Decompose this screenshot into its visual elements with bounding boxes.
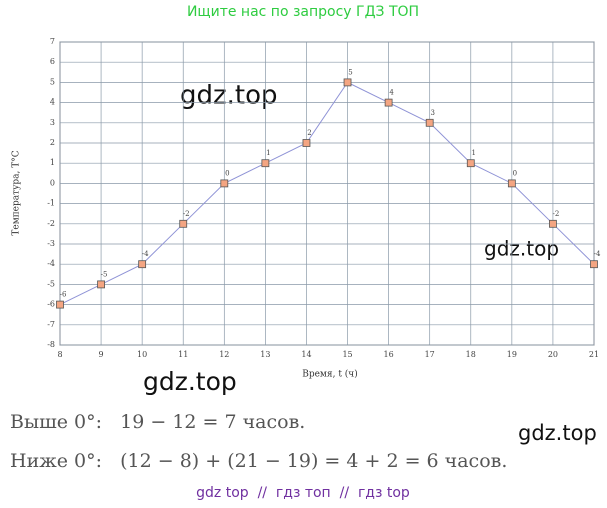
marker — [343, 78, 352, 87]
marker — [590, 260, 598, 269]
y-tick-label: 4 — [50, 98, 55, 107]
y-axis-label: Температура, T°C — [12, 150, 22, 235]
marker — [179, 219, 188, 228]
data-label: -6 — [60, 291, 67, 299]
data-label: 1 — [266, 149, 270, 157]
marker — [138, 260, 147, 269]
marker — [549, 219, 557, 228]
x-tick-label: 18 — [466, 350, 476, 359]
y-tick-label: 3 — [50, 118, 55, 127]
data-label: 0 — [225, 169, 229, 177]
x-tick-label: 21 — [589, 350, 599, 359]
watermark: gdz.top — [143, 367, 237, 396]
y-tick-label: 7 — [50, 37, 55, 46]
x-tick-label: 16 — [384, 350, 394, 359]
data-label: -4 — [142, 250, 149, 258]
x-tick-label: 14 — [301, 350, 311, 359]
x-tick-label: 17 — [425, 350, 435, 359]
y-tick-label: -3 — [47, 239, 55, 248]
data-label: 0 — [513, 169, 517, 177]
marker — [97, 280, 105, 289]
watermark: gdz.top — [484, 237, 559, 261]
y-tick-label: -6 — [47, 300, 55, 309]
y-tick-label: -8 — [47, 340, 55, 349]
x-tick-label: 20 — [548, 350, 558, 359]
marker — [261, 159, 270, 168]
footer: gdz top // гдз топ // гдз top — [196, 485, 410, 501]
x-tick-label: 15 — [342, 350, 352, 359]
marker — [466, 159, 475, 168]
x-axis-label: Время, t (ч) — [302, 369, 358, 380]
x-tick-label: 11 — [178, 350, 188, 359]
data-label: -4 — [594, 250, 601, 258]
y-tick-label: -1 — [47, 199, 55, 208]
y-tick-label: -2 — [47, 219, 55, 228]
data-label: -2 — [553, 210, 560, 218]
y-tick-label: 5 — [50, 77, 55, 86]
data-label: -2 — [183, 210, 190, 218]
text-line: Выше 0°: 19 − 12 = 7 часов. — [10, 411, 305, 433]
data-label: 2 — [307, 129, 311, 137]
data-label: 4 — [389, 89, 394, 97]
x-tick-label: 10 — [137, 350, 147, 359]
y-tick-label: 0 — [50, 178, 55, 187]
marker — [425, 118, 434, 127]
plot-area — [59, 41, 595, 346]
y-tick-label: 6 — [50, 57, 55, 66]
y-tick-label: -4 — [47, 259, 55, 268]
marker — [56, 300, 64, 309]
data-label: -5 — [101, 270, 108, 278]
y-tick-label: 1 — [50, 158, 55, 167]
y-tick-label: 2 — [50, 138, 55, 147]
text-line: Ниже 0°: (12 − 8) + (21 − 19) = 4 + 2 = … — [10, 450, 507, 472]
data-label: 5 — [348, 68, 352, 76]
marker — [384, 98, 393, 107]
watermark: gdz.top — [518, 421, 597, 445]
y-tick-label: -7 — [47, 320, 55, 329]
data-label: 1 — [472, 149, 476, 157]
data-line — [59, 81, 595, 306]
x-tick-label: 13 — [260, 350, 270, 359]
marker — [507, 179, 516, 188]
x-tick-label: 9 — [99, 350, 104, 359]
watermark: gdz.top — [180, 81, 278, 111]
x-tick-label: 19 — [507, 350, 517, 359]
marker — [302, 139, 311, 147]
header: Ищите нас по запросу ГДЗ ТОП — [187, 4, 419, 20]
marker — [220, 179, 229, 188]
x-tick-label: 12 — [219, 350, 229, 359]
y-tick-label: -5 — [47, 279, 55, 288]
x-tick-label: 8 — [57, 350, 62, 359]
data-label: 3 — [430, 109, 434, 117]
